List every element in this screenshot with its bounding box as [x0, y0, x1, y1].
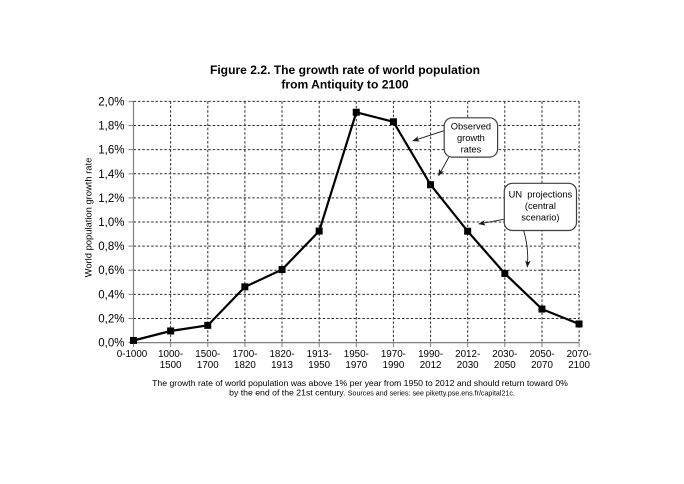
- svg-text:1950: 1950: [308, 360, 330, 371]
- svg-text:1,4%: 1,4%: [98, 169, 124, 181]
- svg-text:Figure 2.2. The growth rate of: Figure 2.2. The growth rate of world pop…: [210, 63, 480, 77]
- svg-text:1990-: 1990-: [418, 349, 443, 360]
- svg-text:2050-: 2050-: [529, 349, 554, 360]
- svg-text:1,8%: 1,8%: [98, 121, 124, 133]
- svg-text:Observed: Observed: [451, 121, 491, 131]
- svg-text:2012-: 2012-: [455, 349, 480, 360]
- svg-text:2050: 2050: [494, 360, 516, 371]
- svg-text:2100: 2100: [568, 360, 590, 371]
- svg-text:0,8%: 0,8%: [98, 241, 124, 253]
- svg-text:1820: 1820: [234, 360, 256, 371]
- svg-text:1500-: 1500-: [195, 349, 220, 360]
- svg-text:2030-: 2030-: [492, 349, 517, 360]
- svg-text:1,2%: 1,2%: [98, 193, 124, 205]
- svg-text:from Antiquity to 2100: from Antiquity to 2100: [281, 77, 408, 91]
- svg-text:growth: growth: [457, 133, 485, 143]
- svg-text:0-1000: 0-1000: [117, 349, 148, 360]
- svg-text:2030: 2030: [457, 360, 479, 371]
- svg-text:0,6%: 0,6%: [98, 265, 124, 277]
- svg-text:1000-: 1000-: [158, 349, 183, 360]
- svg-text:1990: 1990: [383, 360, 405, 371]
- svg-text:1,6%: 1,6%: [98, 145, 124, 157]
- svg-text:0,4%: 0,4%: [98, 289, 124, 301]
- svg-text:scenario): scenario): [521, 213, 559, 223]
- svg-text:rates: rates: [461, 144, 482, 154]
- svg-text:1700-: 1700-: [232, 349, 257, 360]
- svg-text:1950-: 1950-: [344, 349, 369, 360]
- svg-text:1500: 1500: [160, 360, 182, 371]
- svg-text:by the end of the 21st century: by the end of the 21st century. Sources …: [229, 388, 515, 398]
- svg-text:2070-: 2070-: [567, 349, 592, 360]
- svg-text:UN projections: UN projections: [509, 190, 573, 200]
- svg-text:2070: 2070: [531, 360, 553, 371]
- svg-text:1700: 1700: [197, 360, 219, 371]
- svg-text:The growth rate of world popul: The growth rate of world population was …: [152, 378, 568, 388]
- svg-text:1913: 1913: [271, 360, 293, 371]
- svg-text:0,2%: 0,2%: [98, 314, 124, 326]
- svg-text:1,0%: 1,0%: [98, 217, 124, 229]
- svg-text:1913-: 1913-: [307, 349, 332, 360]
- svg-text:1970-: 1970-: [381, 349, 406, 360]
- svg-text:World population growth rate: World population growth rate: [83, 158, 94, 278]
- svg-text:0,0%: 0,0%: [98, 338, 124, 350]
- svg-text:2,0%: 2,0%: [98, 96, 124, 108]
- svg-text:1970: 1970: [345, 360, 367, 371]
- svg-text:1820-: 1820-: [269, 349, 294, 360]
- svg-text:2012: 2012: [420, 360, 442, 371]
- svg-text:(central: (central: [525, 201, 556, 211]
